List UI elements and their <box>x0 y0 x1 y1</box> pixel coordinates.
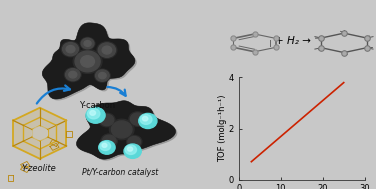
Circle shape <box>81 38 94 49</box>
Circle shape <box>145 118 154 126</box>
Circle shape <box>129 112 146 126</box>
Circle shape <box>99 113 115 127</box>
Circle shape <box>125 145 136 154</box>
Text: Y-carbon: Y-carbon <box>79 101 115 110</box>
Circle shape <box>102 46 112 54</box>
Circle shape <box>99 141 115 154</box>
Circle shape <box>98 43 115 57</box>
Circle shape <box>109 119 134 140</box>
Circle shape <box>102 135 116 146</box>
Circle shape <box>130 149 138 156</box>
Circle shape <box>65 69 80 81</box>
Circle shape <box>124 144 141 158</box>
Circle shape <box>88 108 100 119</box>
Circle shape <box>61 42 80 57</box>
Circle shape <box>104 145 112 152</box>
Circle shape <box>69 71 77 78</box>
Circle shape <box>139 113 157 129</box>
Circle shape <box>64 68 81 82</box>
Text: Y-zeolite: Y-zeolite <box>21 164 56 174</box>
Circle shape <box>100 142 111 150</box>
Circle shape <box>80 37 95 50</box>
Text: Pt/Y-carbon catalyst: Pt/Y-carbon catalyst <box>82 168 159 177</box>
Polygon shape <box>13 108 67 159</box>
Polygon shape <box>42 23 135 99</box>
Circle shape <box>84 41 91 46</box>
Circle shape <box>97 42 117 58</box>
Circle shape <box>99 72 106 79</box>
Circle shape <box>62 43 79 56</box>
Circle shape <box>73 50 102 73</box>
Circle shape <box>127 135 142 148</box>
Text: + H₂ →: + H₂ → <box>275 36 311 46</box>
Circle shape <box>75 51 100 72</box>
Polygon shape <box>78 102 177 161</box>
Circle shape <box>101 134 117 148</box>
Circle shape <box>143 116 148 121</box>
Circle shape <box>102 143 107 147</box>
Circle shape <box>66 46 75 53</box>
Polygon shape <box>76 101 176 159</box>
Circle shape <box>127 147 133 151</box>
Circle shape <box>96 70 109 81</box>
Circle shape <box>130 113 145 125</box>
Circle shape <box>86 107 105 123</box>
Polygon shape <box>44 24 137 101</box>
Circle shape <box>128 136 141 147</box>
Circle shape <box>90 111 96 115</box>
Circle shape <box>32 127 48 140</box>
Y-axis label: TOF (molg⁻¹h⁻¹): TOF (molg⁻¹h⁻¹) <box>218 95 227 162</box>
Circle shape <box>111 121 132 138</box>
Circle shape <box>100 114 114 126</box>
Circle shape <box>92 112 102 120</box>
Circle shape <box>81 56 94 67</box>
Circle shape <box>94 69 110 82</box>
Circle shape <box>140 115 152 124</box>
